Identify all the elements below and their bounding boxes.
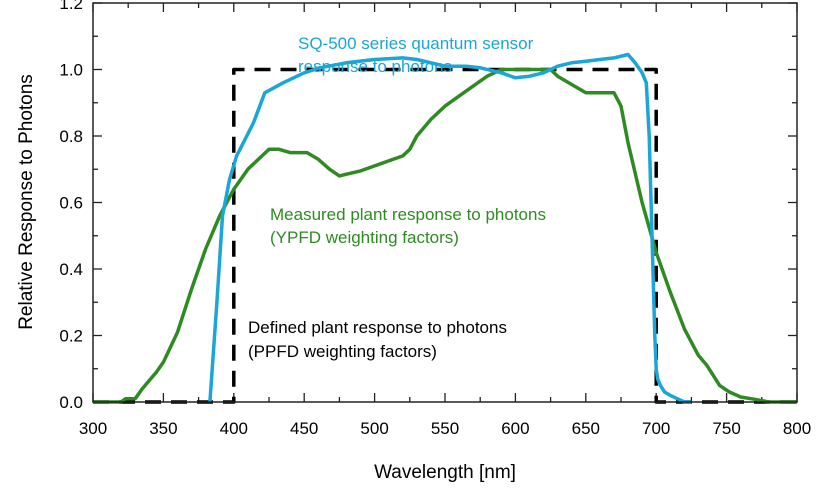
x-tick-label: 500 (360, 419, 388, 438)
annotation-measured: Measured plant response to photons (YPFD… (270, 205, 551, 247)
annotation-measured-line-1: Measured plant response to photons (270, 205, 546, 224)
annotation-defined-line-2: (PPFD weighting factors) (248, 342, 437, 361)
series-line-measured (93, 67, 797, 404)
annotation-sensor: SQ-500 series quantum sensor response to… (298, 34, 538, 76)
x-tick-label: 800 (783, 419, 811, 438)
annotation-sensor-line-2: response to photons (298, 57, 452, 76)
annotation-defined: Defined plant response to photons (PPFD … (248, 318, 512, 361)
x-tick-label: 400 (220, 419, 248, 438)
y-tick-label: 1.0 (59, 61, 83, 80)
axis-ticks (92, 2, 798, 403)
x-tick-labels: 300 350 400 450 500 550 600 650 700 750 800 (79, 419, 811, 438)
y-axis-label: Relative Response to Photons (16, 74, 37, 330)
y-tick-label: 0.8 (59, 127, 83, 146)
annotation-measured-line-2: (YPFD weighting factors) (270, 228, 459, 247)
annotation-defined-line-1: Defined plant response to photons (248, 318, 507, 337)
x-tick-label: 350 (149, 419, 177, 438)
annotation-sensor-line-1: SQ-500 series quantum sensor (298, 34, 534, 53)
y-tick-label: 0.6 (59, 194, 83, 213)
y-tick-labels: 0.0 0.2 0.4 0.6 0.8 1.0 1.2 (59, 0, 83, 412)
x-tick-label: 750 (712, 419, 740, 438)
y-tick-label: 0.4 (59, 260, 83, 279)
y-tick-label: 1.2 (59, 0, 83, 13)
x-tick-label: 700 (642, 419, 670, 438)
series-line-sensor (208, 52, 692, 404)
x-tick-label: 450 (290, 419, 318, 438)
x-tick-label: 600 (501, 419, 529, 438)
y-tick-label: 0.2 (59, 327, 83, 346)
x-tick-label: 550 (431, 419, 459, 438)
x-axis-label: Wavelength [nm] (374, 462, 516, 483)
x-tick-label: 650 (572, 419, 600, 438)
plot-frame (92, 2, 798, 403)
y-tick-label: 0.0 (59, 393, 83, 412)
x-tick-label: 300 (79, 419, 107, 438)
